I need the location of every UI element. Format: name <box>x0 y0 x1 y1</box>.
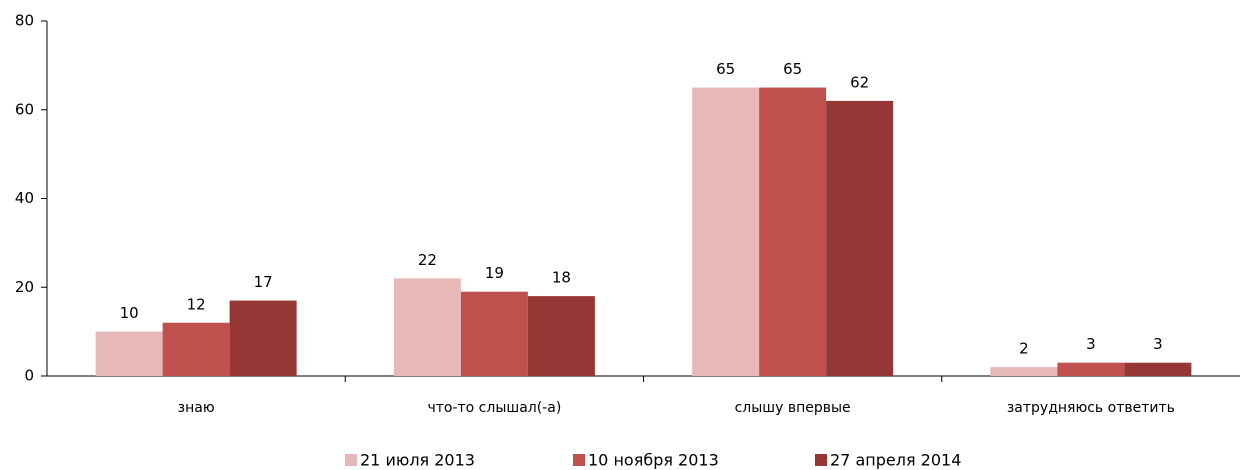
bar <box>692 87 760 376</box>
y-tick-label: 20 <box>15 278 34 296</box>
value-label: 10 <box>120 304 139 322</box>
value-label: 3 <box>1153 335 1163 353</box>
bar <box>95 331 163 376</box>
bar <box>759 87 827 376</box>
bar <box>393 278 461 376</box>
legend-swatch <box>815 454 827 466</box>
legend-swatch <box>345 454 357 466</box>
bar <box>229 300 297 376</box>
value-label: 19 <box>485 264 504 282</box>
y-tick-label: 60 <box>15 100 34 118</box>
x-tick-label: что-то слышал(-а) <box>427 400 561 416</box>
x-tick-label: затрудняюсь ответить <box>1007 400 1175 416</box>
bar <box>1057 362 1125 376</box>
legend-label: 21 июля 2013 <box>360 451 475 470</box>
value-label: 17 <box>254 273 273 291</box>
value-label: 2 <box>1019 340 1029 358</box>
bar <box>162 322 230 376</box>
value-label: 12 <box>187 295 206 313</box>
x-tick-label: слышу впервые <box>735 400 851 416</box>
bar <box>826 100 894 376</box>
bar <box>527 296 595 376</box>
legend-label: 27 апреля 2014 <box>830 451 961 470</box>
value-label: 22 <box>418 251 437 269</box>
x-tick-label: знаю <box>178 400 215 416</box>
bar <box>990 367 1058 376</box>
value-label: 3 <box>1086 335 1096 353</box>
y-tick-label: 0 <box>24 367 34 385</box>
legend-label: 10 ноября 2013 <box>588 451 719 470</box>
value-label: 65 <box>716 60 735 78</box>
y-tick-label: 40 <box>15 189 34 207</box>
value-label: 62 <box>850 73 869 91</box>
value-label: 65 <box>783 60 802 78</box>
bar <box>460 291 528 376</box>
value-label: 18 <box>552 269 571 287</box>
legend-swatch <box>573 454 585 466</box>
bar <box>1124 362 1192 376</box>
y-tick-label: 80 <box>15 12 34 30</box>
